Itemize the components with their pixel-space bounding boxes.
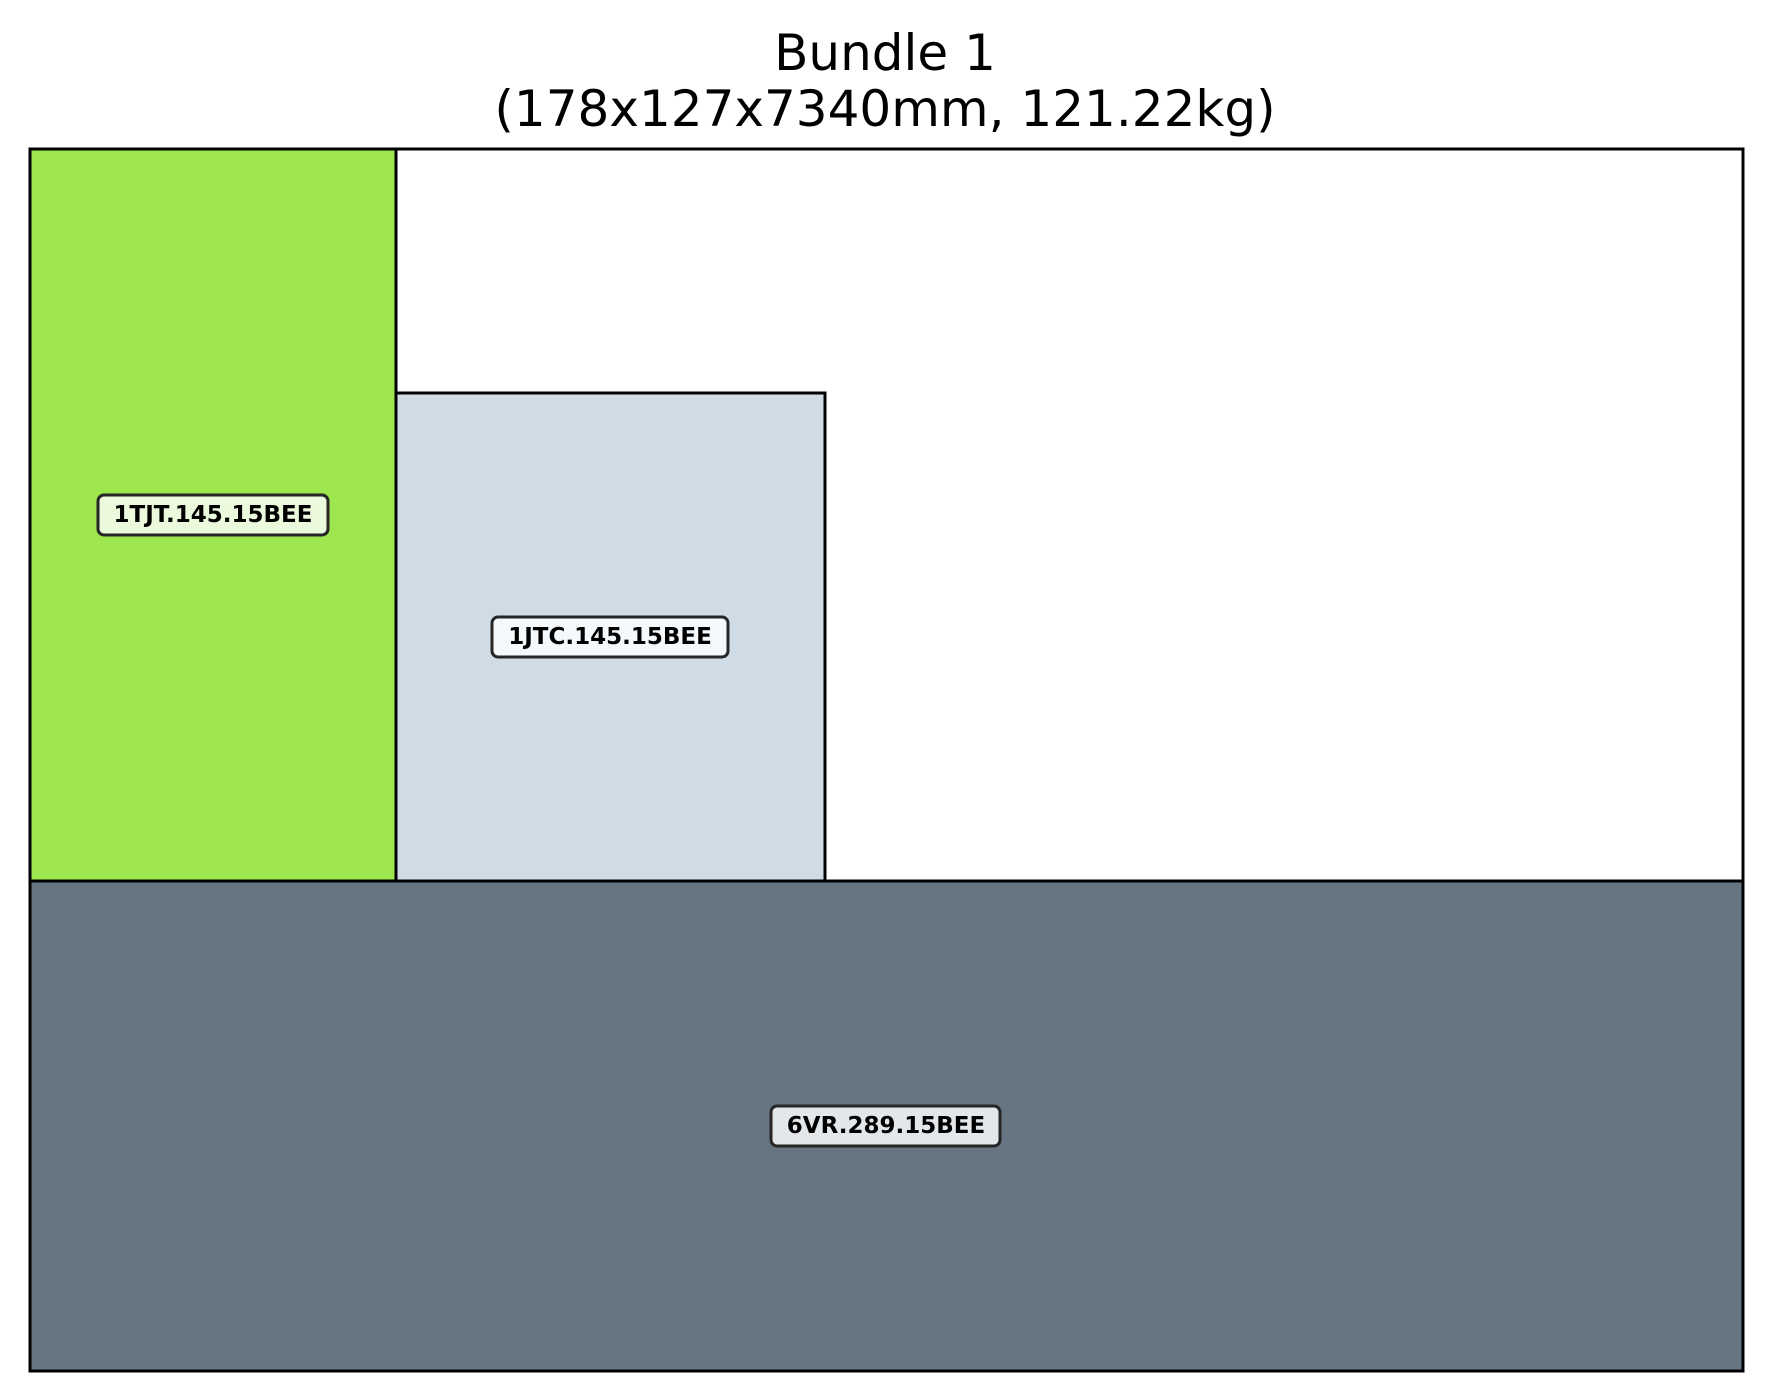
piece-6vr-label-box — [769, 1104, 1002, 1148]
piece-1tjt-label: 1TJT.145.15BEE — [114, 502, 313, 528]
piece-6vr-label: 6VR.289.15BEE — [787, 1113, 985, 1139]
piece-1jtc-label: 1JTC.145.15BEE — [508, 624, 712, 650]
piece-1tjt: 1TJT.145.15BEE — [28, 147, 398, 883]
piece-6vr: 6VR.289.15BEE — [28, 879, 1745, 1373]
piece-1jtc: 1JTC.145.15BEE — [394, 391, 827, 883]
diagram-subtitle: (178x127x7340mm, 121.22kg) — [494, 80, 1276, 138]
piece-1tjt-label-box — [96, 493, 330, 537]
piece-1jtc-label-box — [490, 615, 730, 659]
diagram-title: Bundle 1 — [774, 24, 996, 82]
